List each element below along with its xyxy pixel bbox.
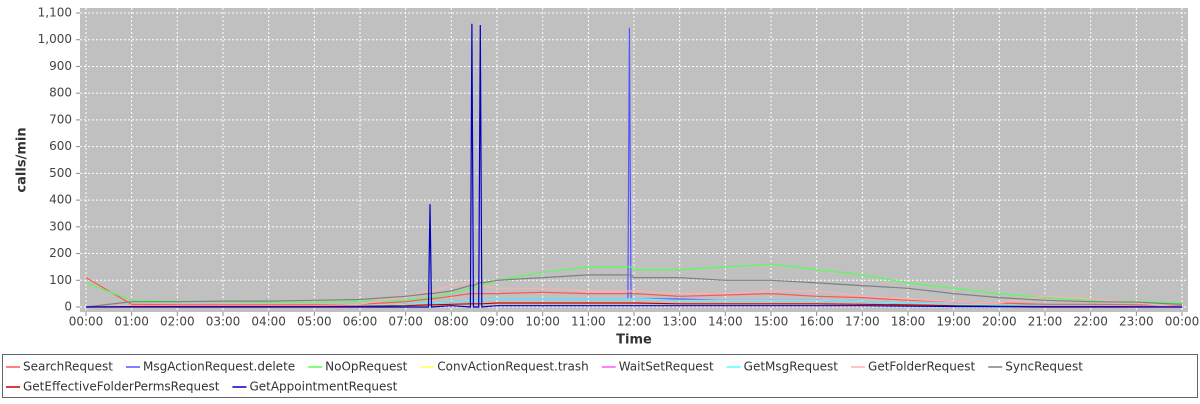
y-tick-label: 0 xyxy=(64,300,72,314)
legend-label: NoOpRequest xyxy=(325,360,407,374)
legend-label: MsgActionRequest.delete xyxy=(143,360,295,374)
x-tick-label: 08:00 xyxy=(434,315,469,329)
x-tick-label: 07:00 xyxy=(388,315,423,329)
legend-label: ConvActionRequest.trash xyxy=(437,360,588,374)
legend-label: GetMsgRequest xyxy=(744,360,839,374)
x-tick-label: 09:00 xyxy=(480,315,515,329)
series-line xyxy=(86,23,1182,308)
series-line xyxy=(85,302,1183,308)
x-tick-label: 15:00 xyxy=(754,315,789,329)
x-tick-label: 16:00 xyxy=(799,315,834,329)
legend xyxy=(2,354,1198,398)
y-tick-label: 300 xyxy=(49,219,72,233)
legend-label: GetAppointmentRequest xyxy=(249,380,397,394)
y-tick-label: 600 xyxy=(49,139,72,153)
y-tick-label: 1,000 xyxy=(38,32,72,46)
x-tick-label: 02:00 xyxy=(160,315,195,329)
x-tick-label: 18:00 xyxy=(891,315,926,329)
legend-label: SearchRequest xyxy=(23,360,113,374)
series-line xyxy=(85,282,1183,308)
y-tick-label: 100 xyxy=(49,273,72,287)
x-tick-label: 12:00 xyxy=(617,315,652,329)
y-tick-label: 700 xyxy=(49,112,72,126)
y-tick-label: 900 xyxy=(49,59,72,73)
x-tick-label: 13:00 xyxy=(662,315,697,329)
y-tick-label: 500 xyxy=(49,166,72,180)
y-tick-label: 200 xyxy=(49,246,72,260)
x-tick-label: 00:00 xyxy=(69,315,104,329)
x-tick-label: 22:00 xyxy=(1073,315,1108,329)
y-tick-label: 800 xyxy=(49,86,72,100)
x-tick-label: 10:00 xyxy=(525,315,560,329)
x-tick-label: 19:00 xyxy=(936,315,971,329)
x-tick-label: 04:00 xyxy=(251,315,286,329)
x-tick-label: 23:00 xyxy=(1119,315,1154,329)
x-tick-label: 21:00 xyxy=(1028,315,1063,329)
x-tick-label: 17:00 xyxy=(845,315,880,329)
legend-label: WaitSetRequest xyxy=(619,360,714,374)
x-axis-title: Time xyxy=(616,333,652,348)
legend-label: GetEffectiveFolderPermsRequest xyxy=(23,380,220,394)
y-tick-label: 400 xyxy=(49,193,72,207)
x-tick-label: 01:00 xyxy=(114,315,149,329)
x-tick-label: 03:00 xyxy=(206,315,241,329)
y-tick-label: 1,100 xyxy=(38,6,72,20)
y-axis-title: calls/min xyxy=(15,127,30,192)
x-tick-label: 11:00 xyxy=(571,315,606,329)
x-tick-label: 20:00 xyxy=(982,315,1017,329)
x-tick-label: 14:00 xyxy=(708,315,743,329)
x-tick-label: 00:00 xyxy=(1165,315,1200,329)
legend-label: GetFolderRequest xyxy=(868,360,976,374)
legend-label: SyncRequest xyxy=(1005,360,1083,374)
series-line xyxy=(85,274,1183,308)
x-tick-label: 06:00 xyxy=(343,315,378,329)
x-tick-label: 05:00 xyxy=(297,315,332,329)
